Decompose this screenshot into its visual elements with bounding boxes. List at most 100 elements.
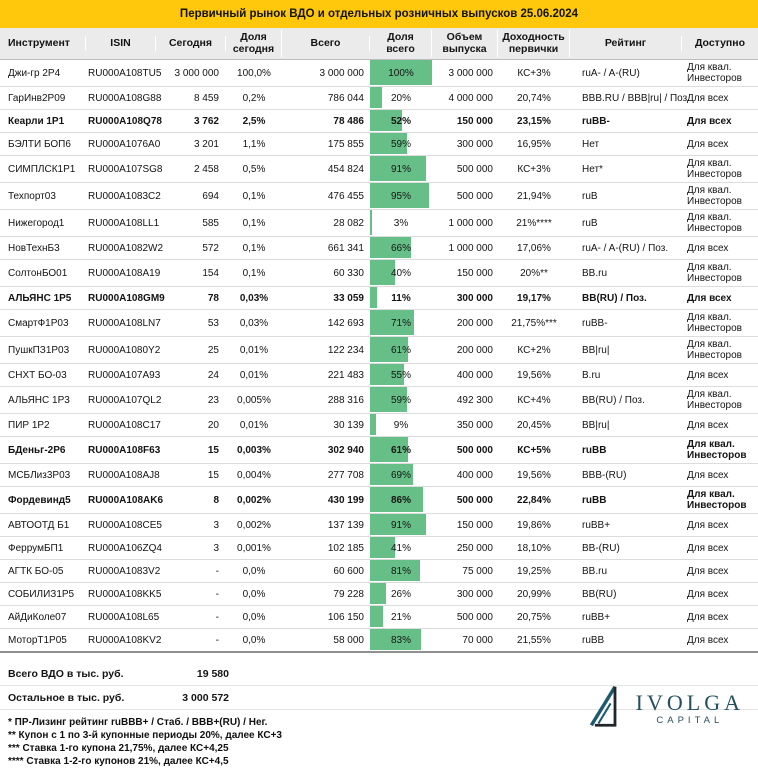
cell-share-total: 66%	[370, 237, 432, 259]
cell-isin: RU000A108TU5	[88, 67, 162, 79]
share-total-label: 86%	[390, 494, 411, 506]
cell-share-today: 0,2%	[242, 92, 266, 104]
cell-volume: 1 000 000	[448, 217, 494, 229]
cell-rating: BB(RU)	[582, 588, 617, 600]
share-total-bar	[370, 606, 384, 627]
share-total-label: 20%	[390, 92, 411, 104]
cell-today: 3 762	[193, 115, 219, 127]
cell-instrument: АГТК БО-05	[8, 565, 64, 577]
cell-access: Для всех	[687, 611, 729, 623]
table-row: АЛЬЯНС 1Р5 RU000A108GM9 78 0,03% 33 059 11% 30…	[0, 287, 758, 310]
report-title-bar: Первичный рынок ВДО и отдельных розничны…	[0, 0, 758, 28]
cell-total: 60 600	[333, 565, 364, 577]
cell-yield: 20,45%	[517, 419, 551, 431]
share-total-label: 91%	[390, 163, 411, 175]
cell-isin: RU000A1083V2	[88, 565, 161, 577]
share-total-label: 66%	[390, 242, 411, 254]
share-total-label: 59%	[390, 138, 411, 150]
cell-instrument: СОБИЛИЗ1Р5	[8, 588, 75, 600]
cell-share-today: 0,1%	[242, 242, 266, 254]
cell-volume: 400 000	[456, 469, 493, 481]
table-header: Инструмент ISIN Сегодня Доля сегодня Все…	[0, 28, 758, 60]
cell-share-total: 100%	[370, 60, 432, 86]
table-row: БДеньг-2Р6 RU000A108F63 15 0,003% 302 940 61%…	[0, 437, 758, 464]
column-header-isin: ISIN	[86, 35, 156, 52]
cell-total: 454 824	[327, 163, 364, 175]
table-row: Нижегород1 RU000A108LL1 585 0,1% 28 082 3% 1 0…	[0, 210, 758, 237]
cell-yield: 21,55%	[517, 634, 551, 646]
table-row: Джи-гр 2Р4 RU000A108TU5 3 000 000 100,0% 3 0…	[0, 60, 758, 87]
share-total-label: 61%	[390, 344, 411, 356]
summary-block: Всего ВДО в тыс. руб. 19 580 Остальное в…	[0, 662, 758, 710]
cell-isin: RU000A108KK5	[88, 588, 162, 600]
summary-row-other: Остальное в тыс. руб. 3 000 572	[0, 686, 758, 710]
cell-total: 106 150	[327, 611, 364, 623]
cell-yield: 19,25%	[517, 565, 551, 577]
column-header-today: Сегодня	[156, 35, 226, 52]
cell-yield: 19,56%	[517, 369, 551, 381]
cell-share-total: 41%	[370, 537, 432, 559]
cell-access: Для всех	[687, 369, 729, 381]
cell-share-total: 81%	[370, 560, 432, 582]
cell-access: Для всех	[687, 92, 729, 104]
cell-instrument: АЛЬЯНС 1Р3	[8, 394, 70, 406]
table-row: АйДиКоле07 RU000A108L65 - 0,0% 106 150 21% 500…	[0, 606, 758, 629]
footnote-line: * ПР-Лизинг рейтинг ruBBB+ / Стаб. / BBB…	[8, 717, 268, 728]
cell-share-today: 0,5%	[242, 163, 266, 175]
cell-yield: 19,86%	[517, 519, 551, 531]
cell-access: Для квал. Инвесторов	[687, 489, 747, 511]
cell-share-today: 100,0%	[237, 67, 271, 79]
table-body: Джи-гр 2Р4 RU000A108TU5 3 000 000 100,0% 3 0…	[0, 60, 758, 653]
cell-today: 15	[207, 444, 219, 456]
cell-instrument: Джи-гр 2Р4	[8, 67, 61, 79]
cell-isin: RU000A108Q78	[88, 115, 162, 127]
cell-instrument: МоторТ1Р05	[8, 634, 67, 646]
cell-volume: 150 000	[456, 115, 493, 127]
cell-share-total: 69%	[370, 464, 432, 486]
cell-share-today: 0,002%	[237, 519, 271, 531]
cell-today: 3 000 000	[174, 67, 220, 79]
footnotes: * ПР-Лизинг рейтинг ruBBB+ / Стаб. / BBB…	[0, 710, 758, 768]
cell-access: Для всех	[687, 565, 729, 577]
cell-share-today: 0,0%	[242, 611, 266, 623]
share-total-label: 81%	[390, 565, 411, 577]
cell-rating: Нет	[582, 138, 600, 150]
table-row: ПушкПЗ1Р03 RU000A1080Y2 25 0,01% 122 234 61% 2…	[0, 337, 758, 364]
cell-access: Для всех	[687, 634, 729, 646]
cell-instrument: БЭЛТИ БОП6	[8, 138, 71, 150]
cell-yield: 16,95%	[517, 138, 551, 150]
cell-total: 277 708	[327, 469, 364, 481]
cell-total: 476 455	[327, 190, 364, 202]
table-row: Техпорт03 RU000A1083C2 694 0,1% 476 455 95% 50…	[0, 183, 758, 210]
cell-share-total: 26%	[370, 583, 432, 605]
share-total-label: 26%	[390, 588, 411, 600]
cell-share-today: 0,005%	[237, 394, 271, 406]
cell-yield: 20,75%	[517, 611, 551, 623]
cell-share-total: 83%	[370, 629, 432, 651]
cell-access: Для всех	[687, 115, 732, 127]
cell-rating: BB.ru	[582, 267, 608, 279]
cell-share-total: 40%	[370, 260, 432, 286]
cell-share-today: 0,01%	[239, 369, 269, 381]
cell-access: Для всех	[687, 419, 729, 431]
cell-instrument: АйДиКоле07	[8, 611, 67, 623]
table-row: МоторТ1Р05 RU000A108KV2 - 0,0% 58 000 83% 70 0…	[0, 629, 758, 653]
cell-isin: RU000A106ZQ4	[88, 542, 162, 554]
share-total-bar	[370, 337, 408, 362]
share-total-label: 71%	[390, 317, 411, 329]
share-total-bar	[370, 537, 396, 558]
cell-isin: RU000A108AJ8	[88, 469, 160, 481]
cell-total: 221 483	[327, 369, 364, 381]
cell-share-total: 91%	[370, 156, 432, 182]
cell-volume: 150 000	[456, 519, 493, 531]
cell-total: 78 486	[333, 115, 364, 127]
share-total-bar	[370, 464, 413, 485]
share-total-bar	[370, 583, 387, 604]
cell-share-today: 0,1%	[242, 217, 266, 229]
cell-access: Для всех	[687, 242, 729, 254]
share-total-bar	[370, 237, 411, 258]
share-total-bar	[370, 387, 407, 412]
cell-access: Для квал. Инвесторов	[687, 212, 742, 234]
cell-today: 24	[207, 369, 219, 381]
